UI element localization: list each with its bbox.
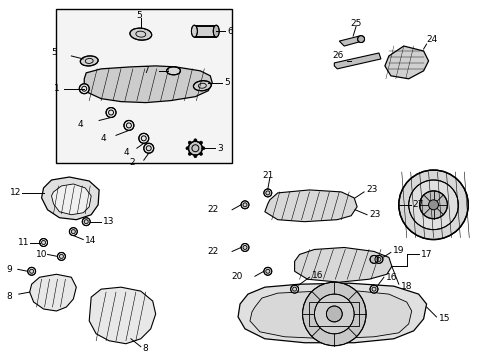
Text: 10: 10 xyxy=(36,250,47,259)
Text: 23: 23 xyxy=(368,210,380,219)
Text: 21: 21 xyxy=(262,171,273,180)
Text: 19: 19 xyxy=(392,246,404,255)
Text: 16: 16 xyxy=(311,271,322,280)
Circle shape xyxy=(199,152,202,156)
Text: 5: 5 xyxy=(52,49,57,58)
Text: 8: 8 xyxy=(142,344,148,353)
Polygon shape xyxy=(334,53,380,69)
Circle shape xyxy=(139,133,148,143)
Polygon shape xyxy=(264,190,356,222)
Circle shape xyxy=(241,201,248,209)
Text: 4: 4 xyxy=(123,148,129,157)
Ellipse shape xyxy=(80,56,98,66)
Circle shape xyxy=(79,84,89,94)
Text: 9: 9 xyxy=(7,265,13,274)
Circle shape xyxy=(314,294,353,334)
Circle shape xyxy=(202,147,204,150)
Text: 4: 4 xyxy=(78,120,83,129)
Circle shape xyxy=(264,267,271,275)
Circle shape xyxy=(188,141,191,144)
Text: 27: 27 xyxy=(412,200,423,209)
Circle shape xyxy=(194,155,197,158)
Polygon shape xyxy=(51,184,91,215)
Polygon shape xyxy=(89,287,155,344)
Circle shape xyxy=(290,285,298,293)
Text: 16: 16 xyxy=(385,273,397,282)
Circle shape xyxy=(40,239,47,247)
Circle shape xyxy=(408,180,457,230)
Ellipse shape xyxy=(166,67,180,75)
Polygon shape xyxy=(84,66,212,103)
Circle shape xyxy=(419,191,447,219)
Text: 22: 22 xyxy=(206,247,218,256)
Circle shape xyxy=(398,170,468,239)
Circle shape xyxy=(241,243,248,251)
Ellipse shape xyxy=(191,25,197,37)
Circle shape xyxy=(369,285,377,293)
Circle shape xyxy=(194,139,197,142)
Circle shape xyxy=(143,143,153,153)
Text: 5: 5 xyxy=(224,78,229,87)
Circle shape xyxy=(106,108,116,117)
Circle shape xyxy=(264,189,271,197)
Circle shape xyxy=(357,36,364,42)
Circle shape xyxy=(369,255,377,264)
Ellipse shape xyxy=(130,28,151,40)
Polygon shape xyxy=(249,291,411,339)
Circle shape xyxy=(374,255,382,264)
Text: 6: 6 xyxy=(226,27,232,36)
Circle shape xyxy=(188,141,202,155)
Text: 3: 3 xyxy=(217,144,223,153)
Text: 8: 8 xyxy=(7,292,13,301)
Text: 13: 13 xyxy=(103,217,114,226)
Circle shape xyxy=(427,200,438,210)
Circle shape xyxy=(199,141,202,144)
Text: 26: 26 xyxy=(332,51,344,60)
Polygon shape xyxy=(30,274,76,311)
Text: 14: 14 xyxy=(85,236,97,245)
Circle shape xyxy=(302,282,366,346)
Text: 7: 7 xyxy=(142,66,148,75)
Text: 11: 11 xyxy=(18,238,29,247)
Polygon shape xyxy=(238,283,426,343)
Text: 24: 24 xyxy=(426,35,437,44)
Circle shape xyxy=(123,121,134,130)
Text: 22: 22 xyxy=(206,205,218,214)
Text: 17: 17 xyxy=(420,250,431,259)
Polygon shape xyxy=(384,46,427,79)
Bar xyxy=(56,9,232,163)
Text: 5: 5 xyxy=(136,11,142,20)
Polygon shape xyxy=(294,247,391,282)
Text: 4: 4 xyxy=(100,134,106,143)
Text: 1: 1 xyxy=(54,84,60,93)
Circle shape xyxy=(185,147,188,150)
Text: 25: 25 xyxy=(350,19,361,28)
Circle shape xyxy=(28,267,36,275)
Text: 15: 15 xyxy=(438,314,449,323)
Ellipse shape xyxy=(193,81,211,91)
Circle shape xyxy=(325,306,342,322)
Text: 12: 12 xyxy=(10,188,21,197)
Circle shape xyxy=(82,218,90,226)
Circle shape xyxy=(57,252,65,260)
Circle shape xyxy=(188,152,191,156)
Text: 18: 18 xyxy=(400,282,411,291)
Text: 23: 23 xyxy=(366,185,377,194)
Polygon shape xyxy=(41,177,99,220)
Circle shape xyxy=(69,228,77,235)
Polygon shape xyxy=(339,36,361,46)
Polygon shape xyxy=(194,26,216,36)
Ellipse shape xyxy=(213,25,219,37)
Text: 20: 20 xyxy=(231,272,243,281)
Text: 2: 2 xyxy=(129,158,135,167)
